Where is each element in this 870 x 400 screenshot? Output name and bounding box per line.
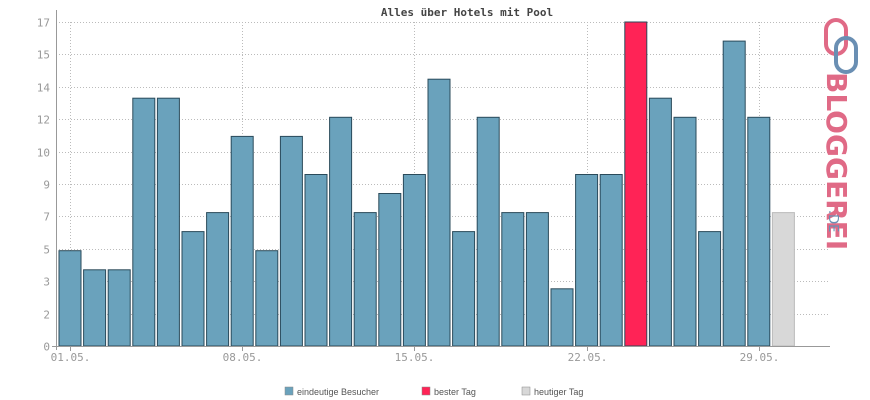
x-tick-label: 15.05. xyxy=(395,351,435,364)
logo-mark-icon xyxy=(824,18,858,74)
bar xyxy=(58,250,82,347)
bar xyxy=(304,174,328,347)
y-tick-label: 5 xyxy=(43,244,50,257)
bar xyxy=(378,193,402,347)
bar xyxy=(525,212,549,347)
bar xyxy=(107,269,131,347)
bar xyxy=(83,269,107,347)
bars xyxy=(58,21,795,347)
bar xyxy=(329,116,353,347)
legend-swatch xyxy=(521,386,531,396)
x-tick-label: 08.05. xyxy=(223,351,263,364)
logo-domain: .DE xyxy=(825,210,840,232)
bar xyxy=(722,40,746,347)
bar xyxy=(673,116,697,347)
bar xyxy=(501,212,525,347)
y-tick-label: 15 xyxy=(37,49,50,62)
chart-title: Alles über Hotels mit Pool xyxy=(381,6,553,19)
logo-wordmark: BLOGGEREI xyxy=(820,72,853,250)
bar xyxy=(156,97,180,347)
legend-label: heutiger Tag xyxy=(534,387,583,397)
bar xyxy=(747,116,771,347)
bar xyxy=(648,97,672,347)
legend-item: bester Tag xyxy=(421,386,476,397)
axes: 0 2 3 5 7 9 10 12 14 15 17 01.05. 08.05. 15.05. 22.05.… xyxy=(37,10,830,364)
legend-label: bester Tag xyxy=(434,387,476,397)
y-tick-label: 3 xyxy=(43,276,50,289)
bar xyxy=(255,250,279,347)
bar-today xyxy=(771,212,795,347)
y-tick-label: 12 xyxy=(37,114,50,127)
y-tick-label: 7 xyxy=(43,211,50,224)
bar xyxy=(427,78,451,347)
y-tick-label: 17 xyxy=(37,17,50,30)
bar xyxy=(550,288,574,347)
bar xyxy=(230,135,254,347)
bar xyxy=(132,97,156,347)
legend: eindeutige Besucher bester Tag heutiger Ta… xyxy=(284,386,583,397)
x-tick-label: 29.05. xyxy=(740,351,780,364)
x-tick-label: 01.05. xyxy=(51,351,91,364)
bar xyxy=(476,116,500,347)
x-tick-label: 22.05. xyxy=(568,351,608,364)
y-tick-label: 0 xyxy=(43,341,50,354)
bar xyxy=(698,231,722,347)
bar xyxy=(575,174,599,347)
y-tick-label: 2 xyxy=(43,309,50,322)
y-tick-label: 9 xyxy=(43,179,50,192)
legend-item: eindeutige Besucher xyxy=(284,386,379,397)
bar-best-day xyxy=(624,21,648,347)
bloggerei-logo: BLOGGEREI .DE xyxy=(820,18,858,250)
legend-item: heutiger Tag xyxy=(521,386,583,397)
legend-label: eindeutige Besucher xyxy=(297,387,379,397)
bar xyxy=(279,135,303,347)
y-tick-label: 14 xyxy=(37,82,51,95)
legend-swatch xyxy=(421,386,431,396)
bar xyxy=(181,231,205,347)
y-tick-label: 10 xyxy=(37,147,50,160)
bar xyxy=(402,174,426,347)
bar xyxy=(599,174,623,347)
legend-swatch xyxy=(284,386,294,396)
bar xyxy=(452,231,476,347)
bar xyxy=(353,212,377,347)
bar xyxy=(206,212,230,347)
